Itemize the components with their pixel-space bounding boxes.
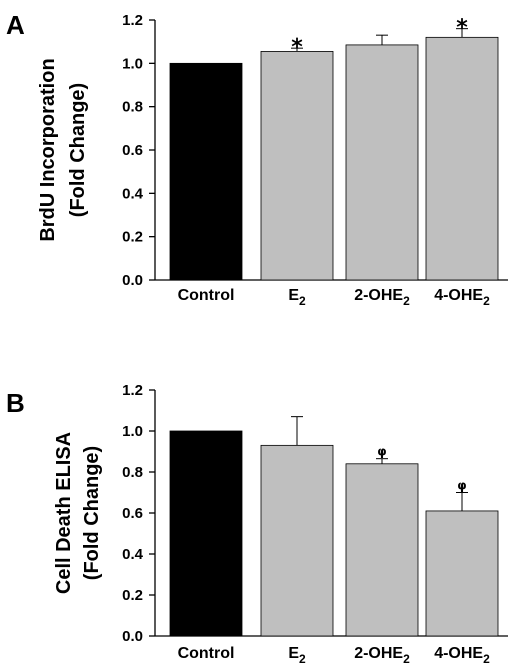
- category-label: E2: [288, 287, 306, 308]
- category-label: 4-OHE2: [434, 645, 490, 666]
- y-tick-label: 0.8: [122, 464, 143, 481]
- category-label: 4-OHE2: [434, 287, 490, 308]
- bar-control: [169, 62, 243, 281]
- chart-panel-b: B Cell Death ELISA (Fold Change) 0.0 0.2 0.4 0…: [6, 382, 508, 666]
- bar-2-ohe2: [345, 463, 419, 637]
- y-tick-label: 0.8: [122, 99, 143, 116]
- y-tick-label: 1.2: [122, 382, 143, 399]
- bar-control: [169, 430, 243, 637]
- y-tick-label: 0.4: [122, 185, 144, 202]
- panel-letter: B: [6, 388, 25, 418]
- bar-4-ohe2: [425, 36, 499, 281]
- y-axis-label-unit: (Fold Change): [81, 446, 103, 580]
- y-tick-label: 1.0: [122, 423, 143, 440]
- category-label: 2-OHE2: [354, 287, 410, 308]
- bar-e2: [260, 444, 334, 637]
- category-label: E2: [288, 645, 306, 666]
- y-tick-label: 1.2: [122, 12, 143, 29]
- category-label: Control: [178, 287, 235, 304]
- y-tick-label: 0.4: [122, 546, 144, 563]
- chart-panel-a: A BrdU Incorporation (Fold Change) 0.0 0.2 0.…: [6, 10, 508, 308]
- y-axis-label: Cell Death ELISA: [53, 432, 75, 594]
- y-axis-label-unit: (Fold Change): [67, 83, 89, 217]
- significance-marker: φ: [377, 445, 386, 459]
- y-tick-label: 0.0: [122, 272, 143, 289]
- bar-4-ohe2: [425, 510, 499, 637]
- y-tick-label: 0.2: [122, 229, 143, 246]
- bar-2-ohe2: [345, 44, 419, 281]
- y-tick-label: 0.0: [122, 628, 143, 645]
- y-tick-label: 0.2: [122, 587, 143, 604]
- significance-marker: φ: [457, 479, 466, 493]
- panel-letter: A: [6, 10, 25, 40]
- category-label: Control: [178, 645, 235, 662]
- y-axis-label: BrdU Incorporation: [37, 58, 59, 241]
- significance-marker: *: [456, 16, 468, 41]
- y-tick-label: 0.6: [122, 142, 143, 159]
- bar-e2: [260, 51, 334, 281]
- significance-marker: *: [291, 35, 303, 60]
- y-tick-label: 0.6: [122, 505, 143, 522]
- y-tick-label: 1.0: [122, 55, 143, 72]
- category-label: 2-OHE2: [354, 645, 410, 666]
